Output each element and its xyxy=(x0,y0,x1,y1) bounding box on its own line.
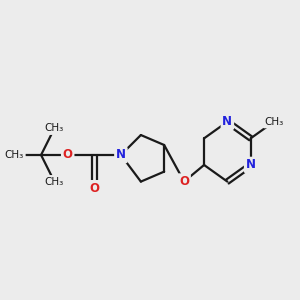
Text: O: O xyxy=(89,182,99,195)
Text: CH₃: CH₃ xyxy=(45,177,64,187)
Text: N: N xyxy=(222,115,233,128)
Text: O: O xyxy=(63,148,73,161)
Text: CH₃: CH₃ xyxy=(45,123,64,134)
Text: CH₃: CH₃ xyxy=(5,150,24,160)
Text: N: N xyxy=(116,148,126,161)
Text: O: O xyxy=(179,175,189,188)
Text: N: N xyxy=(246,158,256,172)
Text: CH₃: CH₃ xyxy=(264,117,284,127)
